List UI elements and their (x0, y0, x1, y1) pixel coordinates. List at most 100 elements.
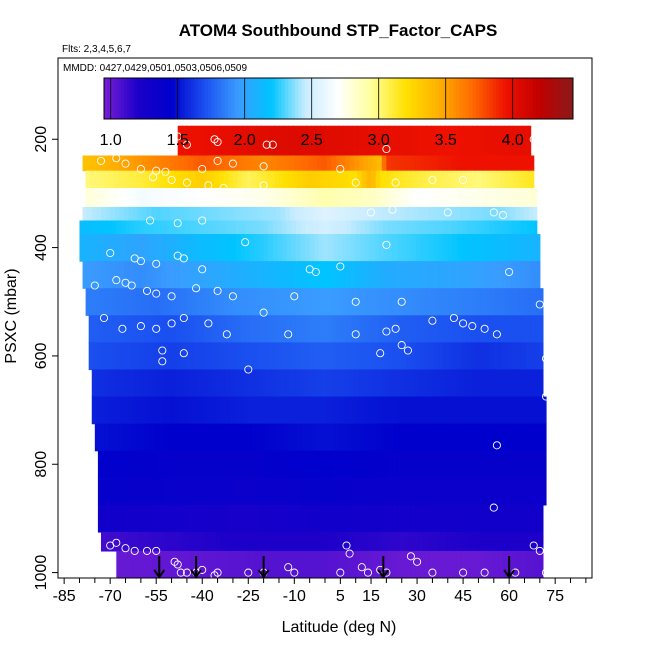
heatmap-cell (282, 315, 288, 343)
heatmap-cell (519, 206, 526, 222)
heatmap-cell (150, 288, 156, 316)
heatmap-cell (212, 342, 219, 371)
heatmap-cell (367, 261, 374, 289)
heatmap-cell (492, 369, 498, 398)
heatmap-cell (466, 477, 472, 506)
heatmap-cell (183, 261, 190, 289)
heatmap-cell (96, 206, 102, 222)
heatmap-cell (437, 369, 443, 398)
heatmap-cell (222, 550, 228, 578)
colorbar-cell (251, 78, 256, 119)
heatmap-cell (163, 188, 170, 208)
heatmap-cell (469, 369, 475, 398)
heatmap-cell (363, 261, 369, 289)
heatmap-cell (526, 220, 532, 235)
heatmap-cell (162, 450, 168, 479)
observation-point (167, 292, 176, 301)
heatmap-cell (384, 288, 391, 316)
heatmap-cell (372, 155, 378, 172)
heatmap-cell (392, 504, 398, 533)
observation-point (152, 289, 161, 298)
heatmap-cell (478, 261, 484, 289)
heatmap-cell (196, 288, 202, 316)
observation-point (121, 159, 130, 168)
observation-point (198, 164, 207, 174)
heatmap-cell (203, 234, 209, 262)
heatmap-cell (325, 170, 331, 189)
heatmap-cell (309, 220, 315, 235)
x-tick-label: -85 (53, 588, 76, 605)
observation-point (213, 137, 222, 147)
heatmap-cell (275, 396, 282, 425)
heatmap-cell (246, 288, 252, 316)
heatmap-cell (222, 477, 228, 506)
heatmap-cell (239, 206, 245, 222)
heatmap-cell (450, 261, 457, 289)
heatmap-cell (410, 220, 417, 235)
heatmap-cell (301, 423, 308, 452)
heatmap-cell (348, 170, 354, 189)
heatmap-cell (119, 396, 125, 425)
heatmap-cell (371, 288, 377, 316)
heatmap-cell (94, 288, 101, 316)
heatmap-cell (331, 369, 337, 398)
heatmap-cell (274, 125, 280, 157)
heatmap-cell (383, 550, 389, 578)
heatmap-cell (398, 125, 404, 157)
heatmap-cell (123, 206, 130, 222)
heatmap-cell (464, 531, 470, 552)
heatmap-cell (438, 450, 444, 479)
heatmap-cell (272, 342, 279, 371)
heatmap-cell (228, 188, 234, 208)
heatmap-cell (277, 550, 283, 578)
heatmap-cell (232, 188, 239, 208)
observation-point (382, 327, 391, 336)
heatmap-cell (512, 220, 518, 235)
heatmap-cell (200, 288, 206, 316)
heatmap-cell (197, 261, 203, 289)
observation-point (489, 503, 498, 512)
heatmap-cell (311, 188, 317, 208)
observation-point (342, 541, 351, 550)
heatmap-cell (349, 369, 355, 398)
heatmap-cell (177, 423, 183, 452)
heatmap-cell (521, 450, 527, 479)
observation-point (210, 571, 219, 580)
heatmap-cell (380, 288, 386, 316)
heatmap-cell (386, 531, 392, 552)
heatmap-cell (91, 261, 97, 289)
observation-point (403, 346, 412, 355)
observation-point (336, 262, 345, 271)
heatmap-cell (372, 206, 378, 222)
heatmap-cell (348, 288, 354, 316)
heatmap-cell (225, 369, 231, 398)
observation-point (167, 319, 176, 328)
heatmap-cell (358, 155, 364, 172)
heatmap-cell (479, 550, 486, 578)
heatmap-cell (254, 450, 260, 479)
heatmap-cell (369, 450, 375, 479)
heatmap-cell (317, 155, 323, 172)
heatmap-cell (257, 155, 263, 172)
heatmap-cell (346, 450, 352, 479)
heatmap-cell (487, 261, 493, 289)
heatmap-cell (143, 504, 150, 533)
heatmap-cell (509, 288, 515, 316)
heatmap-cell (111, 477, 117, 506)
colorbar-cell (422, 78, 427, 119)
heatmap-cell (220, 531, 226, 552)
colorbar-cell (408, 78, 413, 119)
heatmap-cell (406, 342, 412, 371)
heatmap-cell (211, 155, 217, 172)
heatmap-cell (432, 155, 438, 172)
heatmap-cell (220, 206, 226, 222)
heatmap-cell (490, 423, 496, 452)
colorbar-cell (398, 78, 403, 119)
heatmap-cell (484, 450, 490, 479)
heatmap-cell (143, 234, 150, 262)
heatmap-cell (303, 155, 309, 172)
heatmap-cell (417, 288, 423, 316)
heatmap-cell (463, 288, 469, 316)
colorbar-cell (546, 78, 551, 119)
